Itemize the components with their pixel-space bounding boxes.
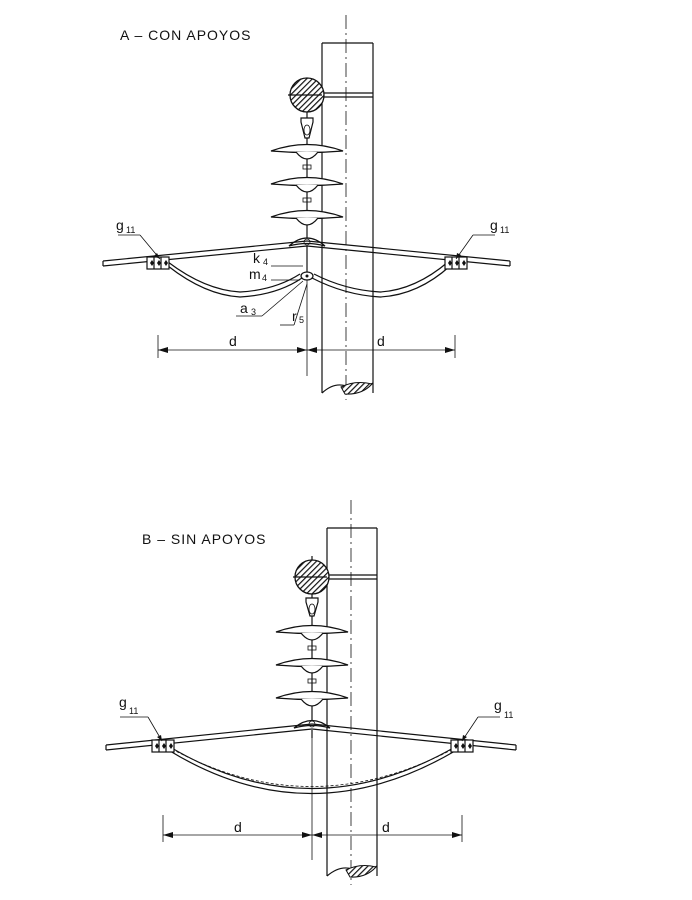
suspension-clamp-a: [288, 237, 326, 247]
label-a3-sub: 3: [251, 307, 256, 317]
label-g11-right-b: g: [494, 697, 502, 713]
insulator-disc: [275, 690, 349, 701]
label-g11-left-b-sub: 11: [129, 706, 138, 716]
leaders-a: [118, 234, 495, 326]
label-d-right-b: d: [382, 819, 390, 835]
grip-right-a: [444, 256, 468, 270]
grip-right-b: [450, 739, 474, 753]
label-d-left-a: d: [229, 333, 237, 349]
shackle-a: [300, 112, 314, 145]
label-k4-sub: 4: [263, 257, 268, 267]
label-r5-sub: 5: [299, 315, 304, 325]
conductor-a: [102, 240, 511, 267]
label-g11-left-a: g: [116, 217, 124, 233]
diagram-a: A – CON APOYOS: [102, 15, 511, 400]
diagram-b: B – SIN APOYOS: [105, 500, 517, 885]
label-m4-sub: 4: [262, 273, 267, 283]
pole-a: [321, 15, 374, 400]
grip-left-b: [151, 739, 175, 753]
label-r5: r: [292, 308, 297, 324]
pole-clamp-b: [293, 556, 377, 595]
sag-bundle-b: [169, 746, 456, 795]
label-g11-right-a-sub: 11: [500, 225, 509, 235]
label-g11-left-b: g: [119, 694, 127, 710]
leaders-b: [120, 716, 500, 742]
diagram-b-title: B – SIN APOYOS: [142, 531, 267, 547]
diagram-a-title: A – CON APOYOS: [120, 27, 252, 43]
label-d-right-a: d: [377, 333, 385, 349]
insulator-disc: [270, 209, 344, 220]
pole-b: [326, 500, 378, 885]
insulator-string-b: [275, 624, 349, 722]
insulator-disc: [275, 624, 349, 635]
label-g11-right-b-sub: 11: [504, 710, 513, 720]
label-m4: m: [249, 266, 261, 282]
label-g11-right-a: g: [490, 217, 498, 233]
insulator-string-a: [270, 143, 344, 240]
dimension-b: [162, 738, 463, 860]
armor-rods-a: [167, 246, 451, 298]
insulator-disc: [275, 657, 349, 668]
insulator-disc: [270, 143, 344, 154]
shackle-b: [305, 594, 319, 624]
label-d-left-b: d: [234, 819, 242, 835]
grip-left-a: [146, 256, 170, 270]
insulator-disc: [270, 176, 344, 187]
label-g11-left-a-sub: 11: [126, 225, 135, 235]
label-a3: a: [240, 300, 248, 316]
conductor-b: [105, 723, 517, 751]
pole-clamp-a: [288, 77, 373, 113]
label-k4: k: [253, 250, 261, 266]
dimension-a: [157, 280, 456, 376]
